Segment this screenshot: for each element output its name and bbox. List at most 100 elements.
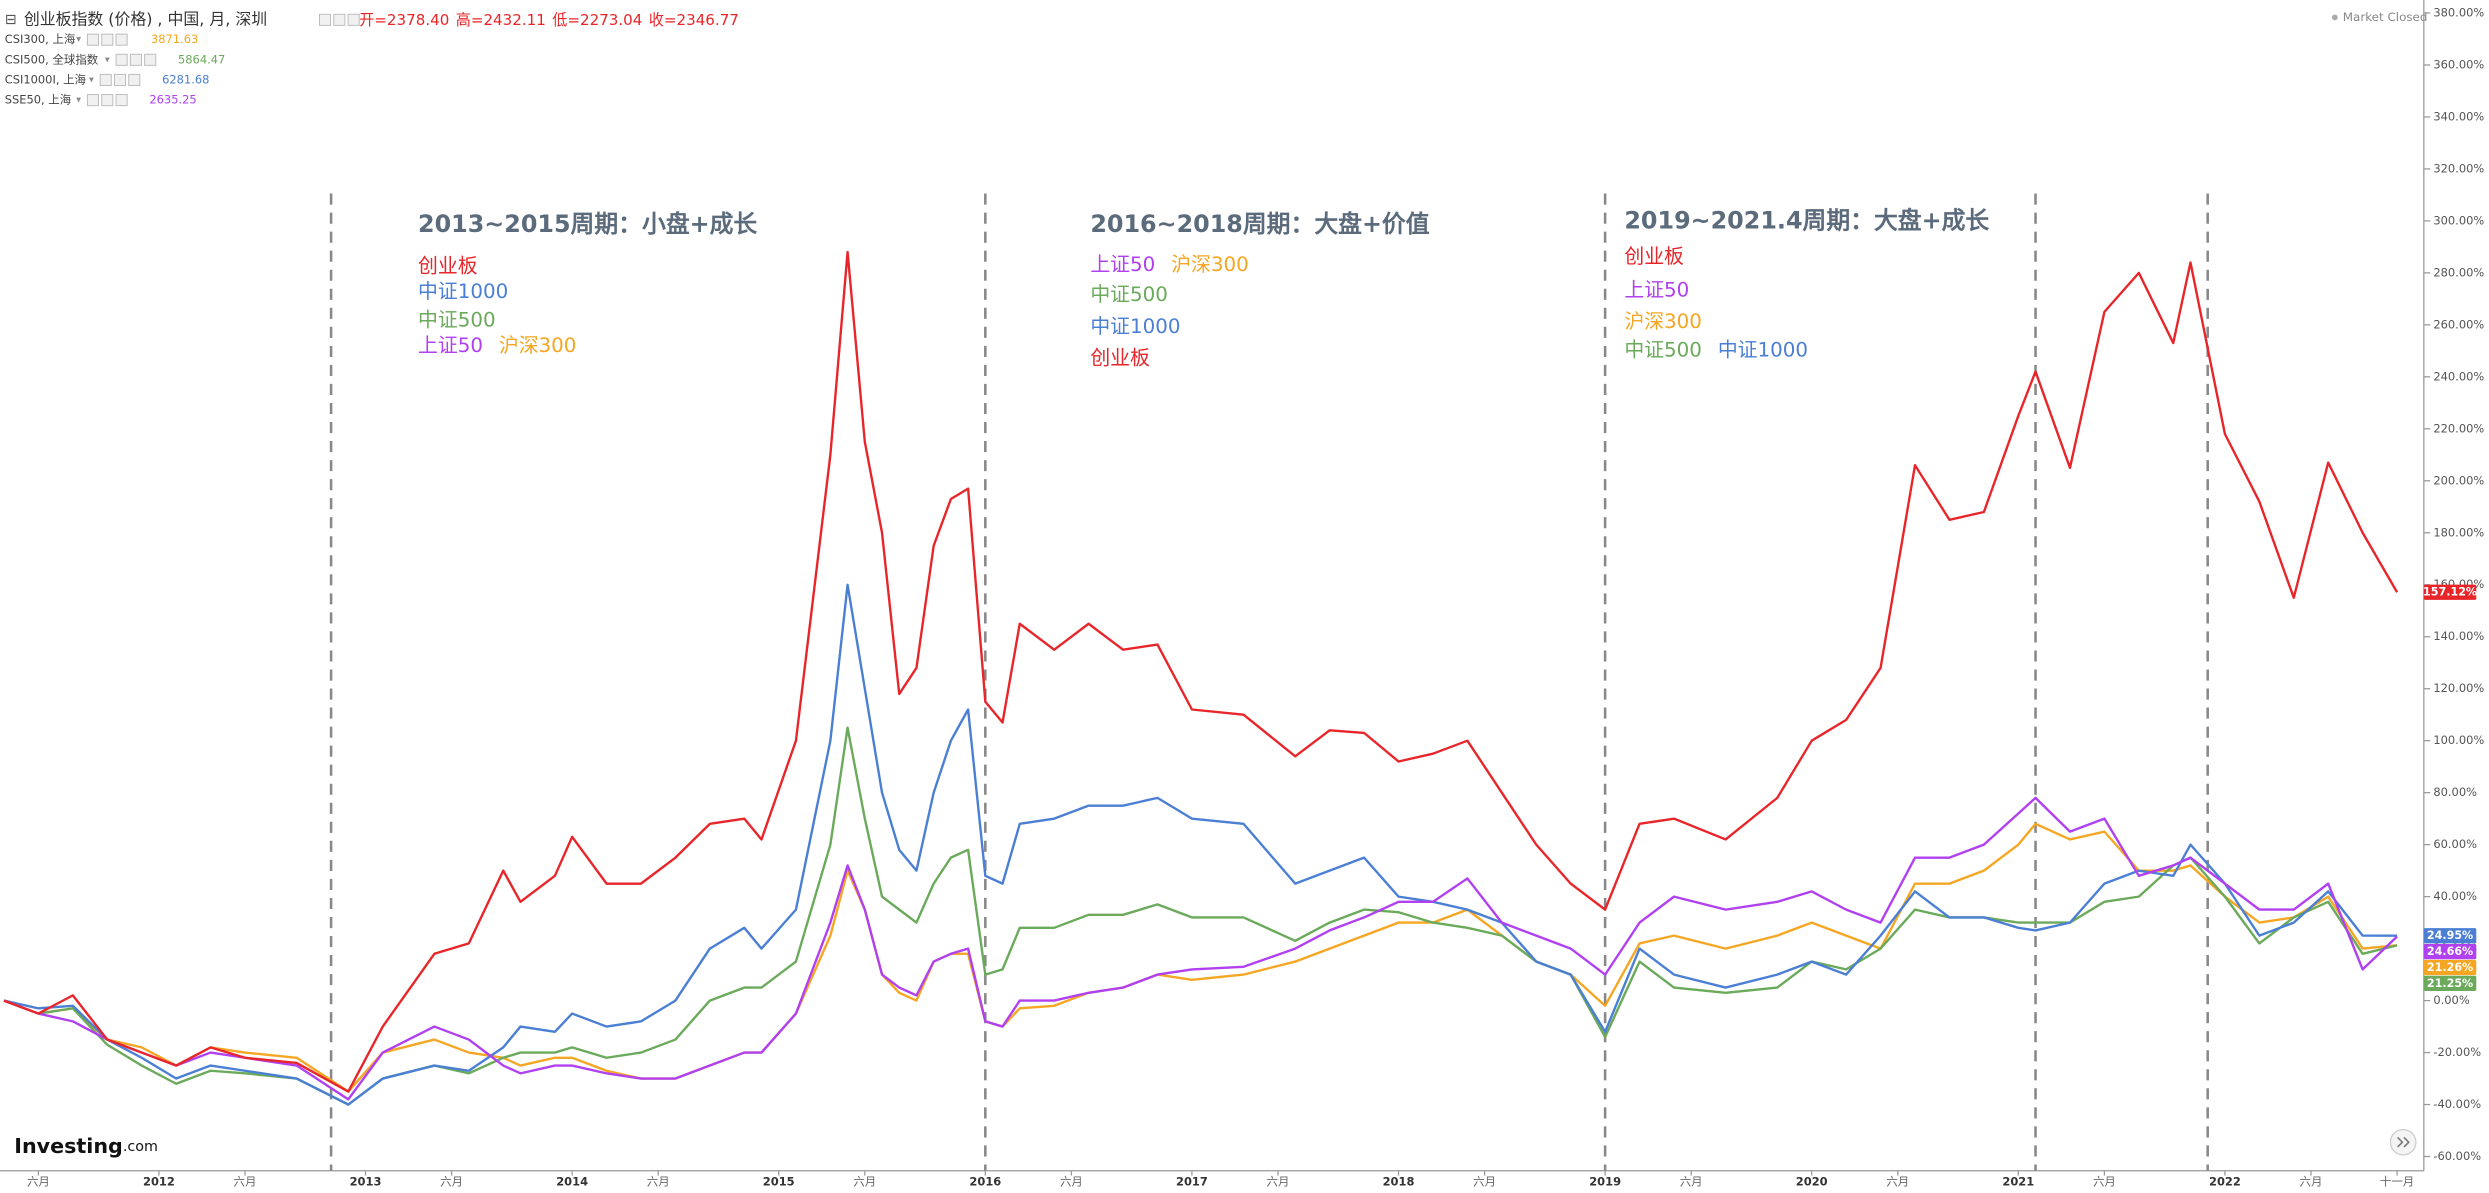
legend-icon[interactable] [101,94,114,107]
collapse-icon[interactable]: ⊟ [5,12,17,28]
annotation-item: 沪深300 [499,333,577,356]
legend-icon[interactable] [113,73,127,86]
legend-icon[interactable] [86,33,100,46]
y-tick-label: 60.00% [2433,837,2477,851]
market-status: Market Closed [2343,10,2428,24]
x-tick-label: 六月 [1473,1174,1496,1188]
legend-name[interactable]: CSI300, 上海 [5,32,76,46]
legend-value: 3871.63 [151,32,198,46]
y-tick-label: 200.00% [2433,473,2484,487]
ohlc-item: 高=2432.11 [456,10,546,28]
end-badge [2423,928,2477,944]
series-line [3,250,2399,1093]
legend-name[interactable]: CSI1000I, 上海 [5,72,86,86]
x-tick-label: 六月 [1267,1174,1290,1188]
logo-main: Investing [14,1134,123,1158]
legend-icon[interactable] [333,13,346,26]
x-tick-label: 2021 [2002,1174,2034,1188]
annotation-title: 2013~2015周期：小盘+成长 [418,210,757,238]
x-tick-label: 2019 [1589,1174,1621,1188]
annotation-item: 创业板 [1090,346,1150,369]
annotation-item: 沪深300 [1171,252,1249,275]
x-tick-label: 2013 [350,1174,382,1188]
x-tick-label: 六月 [1680,1174,1703,1188]
legend-value: 6281.68 [162,72,209,86]
legend-icon[interactable] [318,13,332,26]
legend-icon[interactable] [99,73,112,86]
logo-suffix: .com [123,1139,158,1155]
end-badge-label: 24.66% [2427,945,2473,958]
end-badge-label: 24.95% [2427,929,2473,942]
annotation-item: 中证1000 [418,279,508,302]
y-tick-label: 40.00% [2433,889,2477,903]
end-badge [2423,584,2477,600]
x-tick-label: 六月 [440,1174,463,1188]
annotation-item: 中证500 [418,308,496,331]
x-tick-label: 六月 [2300,1174,2323,1188]
annotation-line: 中证500 [418,308,496,331]
legend-value: 5864.47 [178,52,225,66]
y-tick-label: 100.00% [2433,733,2484,747]
scroll-button-icon[interactable] [2397,1136,2410,1148]
y-tick-label: 260.00% [2433,317,2484,331]
x-tick-label: 2012 [143,1174,175,1188]
legend-name[interactable]: SSE50, 上海 [5,93,71,107]
legend-dropdown[interactable]: ▾ [105,54,110,65]
legend-dropdown[interactable]: ▾ [89,74,94,85]
x-tick-label: 六月 [2093,1174,2116,1188]
annotation-line: 中证1000 [418,279,508,302]
y-tick-label: -20.00% [2433,1045,2481,1059]
annotation-item: 中证1000 [1718,338,1808,361]
logo: Investing.com [14,1134,158,1158]
annotation-item: 沪深300 [1624,310,1702,333]
legend-dropdown[interactable]: ▾ [76,34,81,45]
x-tick-label: 六月 [853,1174,876,1188]
x-tick-label: 2016 [969,1174,1001,1188]
end-badge-label: 21.25% [2427,977,2473,990]
legend-dropdown[interactable]: ▾ [76,95,81,106]
annotation-item: 创业板 [418,254,478,277]
series-line [3,796,2398,1101]
y-tick-label: 0.00% [2433,993,2469,1007]
y-tick-label: 140.00% [2433,629,2484,643]
legend-icon[interactable] [144,53,157,66]
x-tick-label: 2015 [763,1174,795,1188]
end-badge-label: 157.12% [2423,586,2477,599]
legend-icon[interactable] [129,53,142,66]
annotation-item: 中证1000 [1090,314,1180,337]
legend-icon[interactable] [128,73,141,86]
x-tick-label: 六月 [1886,1174,1909,1188]
series-line [3,583,2398,1106]
legend-icon[interactable] [115,53,128,66]
annotation-item: 上证50 [1090,252,1155,275]
end-badge [2423,959,2477,976]
legend-icon[interactable] [347,13,360,26]
annotation-line: 创业板 [418,254,478,277]
annotation-item: 上证50 [1624,278,1689,301]
legend-icon[interactable] [86,94,100,107]
x-tick-label: 2014 [556,1174,588,1188]
scroll-button[interactable] [2389,1128,2417,1156]
x-tick-label: 六月 [234,1174,257,1188]
annotation-line: 中证500 [1090,283,1168,306]
ohlc-item: 低=2273.04 [552,10,642,28]
legend-icon[interactable] [115,94,128,107]
legend-value: 2635.25 [149,93,196,107]
x-tick-label: 2022 [2209,1174,2241,1188]
y-tick-label: 80.00% [2433,785,2477,799]
main-series-name: 创业板指数 (价格) , 中国, 月, 深圳 [24,9,267,28]
annotation-line: 上证50 [1624,278,1689,301]
legend-icon[interactable] [101,33,114,46]
annotation-line: 上证50 沪深300 [1090,252,1248,275]
annotation-item: 中证500 [1624,338,1702,361]
ohlc: 开=2378.40 高=2432.11 低=2273.04 收=2346.77 [359,10,739,28]
y-tick-label: 380.00% [2433,6,2484,20]
y-tick-label: 240.00% [2433,369,2484,383]
legend-icon[interactable] [115,33,128,46]
y-tick-label: 340.00% [2433,109,2484,123]
x-tick-label: 2020 [1796,1174,1828,1188]
ohlc-item: 开=2378.40 [359,10,449,28]
legend-name[interactable]: CSI500, 全球指数 [5,52,99,66]
x-tick-label: 2018 [1383,1174,1415,1188]
